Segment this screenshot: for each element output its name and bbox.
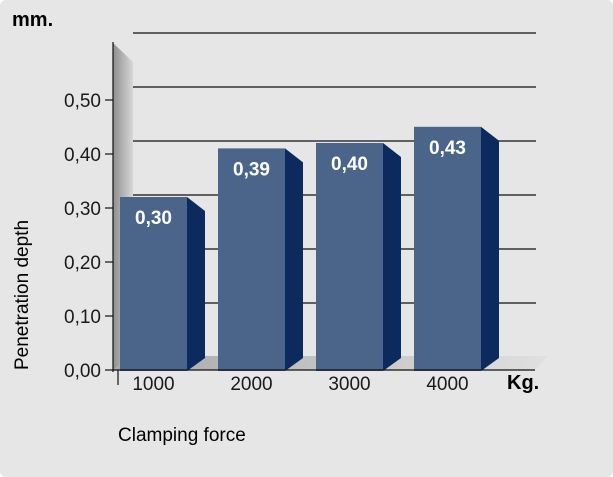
bar-front (218, 148, 285, 371)
bar-value-label: 0,30 (135, 208, 172, 229)
x-axis-ticks: 1000 2000 3000 4000 (113, 369, 535, 395)
x-tick-label: 4000 (426, 374, 468, 395)
x-unit-label: Kg. (507, 372, 539, 394)
y-axis-ticks: 0,00 0,10 0,20 0,30 0,40 0,50 (64, 42, 114, 382)
bar-side (285, 148, 303, 371)
y-tick-label: 0,20 (64, 253, 101, 274)
y-tick-label: 0,50 (64, 91, 101, 112)
y-tick-label: 0,00 (64, 361, 101, 382)
bar-front (414, 126, 481, 371)
y-tick-label: 0,10 (64, 307, 101, 328)
y-unit-label: mm. (12, 9, 53, 31)
bar-front (316, 143, 383, 371)
x-tick-label: 1000 (132, 374, 174, 395)
bars: 0,30 0,39 0,40 0,43 (120, 126, 499, 371)
x-axis-title: Clamping force (118, 425, 246, 446)
bar: 0,43 (414, 126, 499, 371)
y-axis-title: Penetration depth (12, 220, 33, 370)
y-tick-label: 0,40 (64, 145, 101, 166)
bar: 0,40 (316, 143, 401, 371)
bar-front (120, 197, 187, 371)
x-tick-label: 3000 (328, 374, 370, 395)
y-tick-label: 0,30 (64, 199, 101, 220)
bar-side (383, 143, 401, 371)
bar: 0,30 (120, 197, 205, 371)
bar-value-label: 0,39 (233, 159, 270, 180)
bar-side (481, 126, 499, 371)
bar-value-label: 0,40 (331, 154, 368, 175)
bar: 0,39 (218, 148, 303, 371)
bar-value-label: 0,43 (429, 138, 466, 159)
x-tick-label: 2000 (230, 374, 272, 395)
bar-side (187, 197, 205, 371)
